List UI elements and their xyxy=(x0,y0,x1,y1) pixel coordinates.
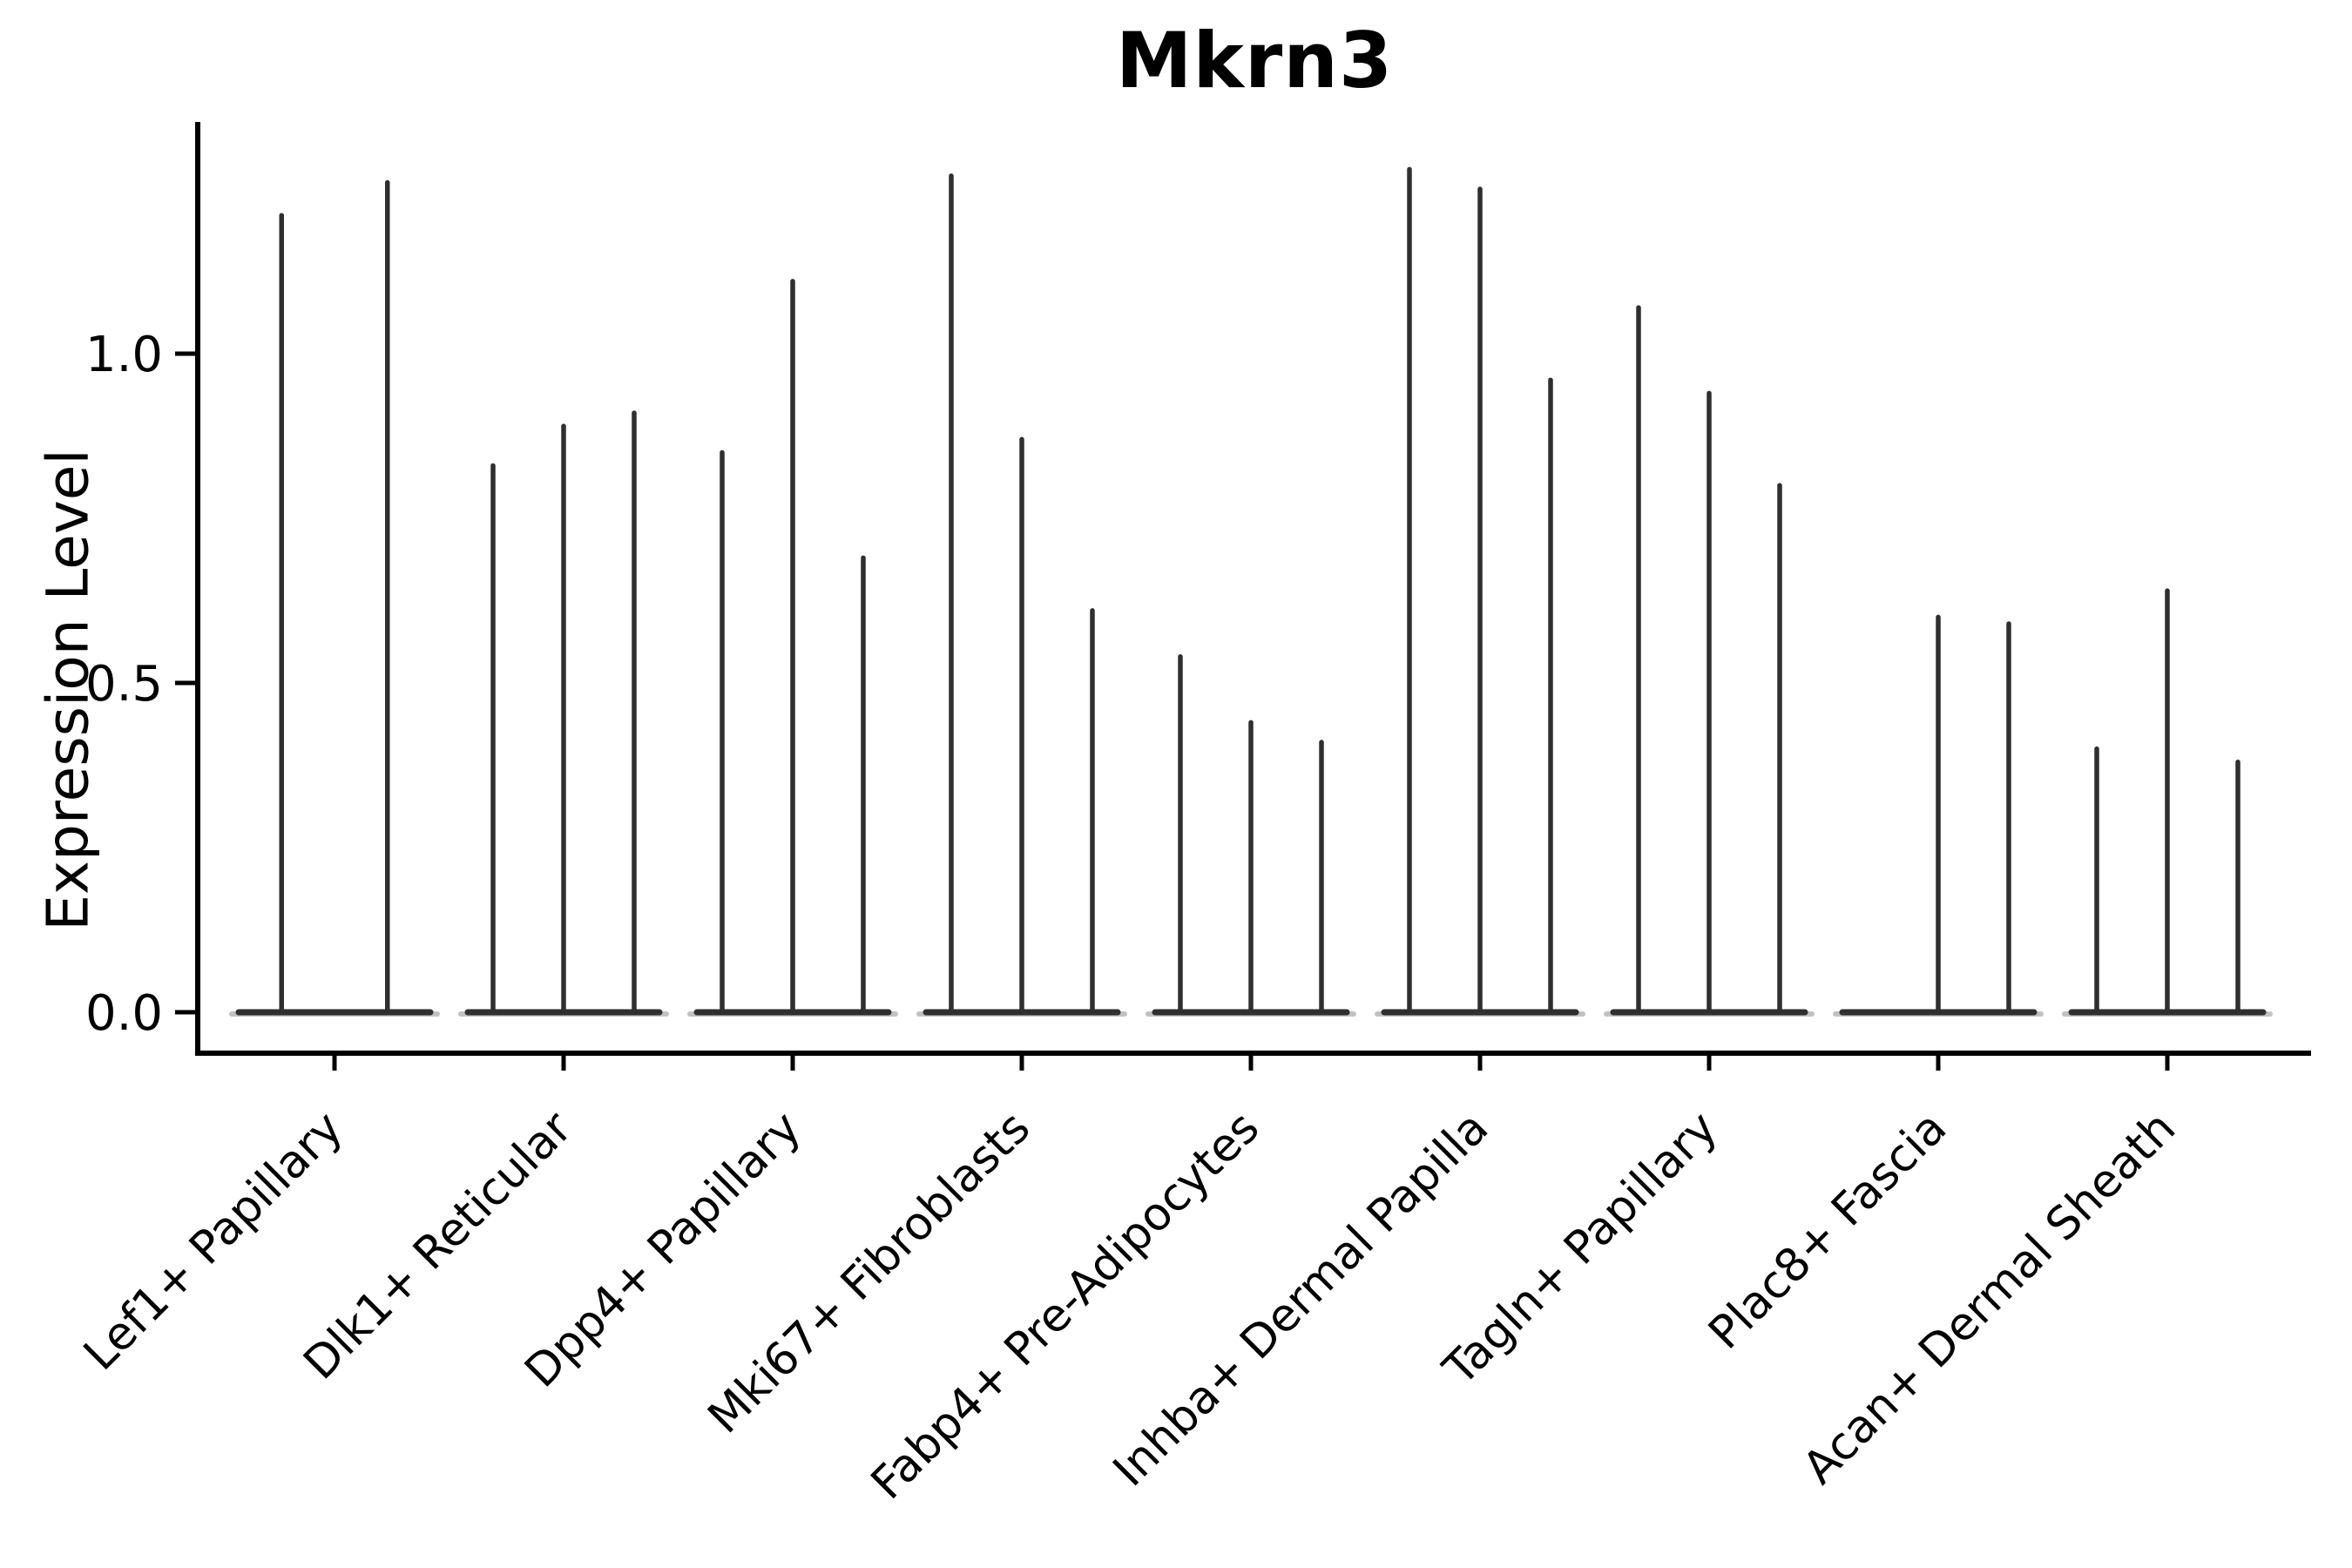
y-tick-label: 0.0 xyxy=(85,985,163,1042)
x-tick-label: Acan+ Dermal Sheath xyxy=(1794,1102,2186,1495)
y-tick-label: 0.5 xyxy=(85,656,163,713)
x-tick-label: Fabp4+ Pre-Adipocytes xyxy=(862,1102,1269,1510)
chart-title: Mkrn3 xyxy=(1115,16,1394,105)
y-tick-label: 1.0 xyxy=(85,327,163,383)
x-tick-label: Plac8+ Fascia xyxy=(1699,1102,1957,1360)
x-tick-label: Inhba+ Dermal Papilla xyxy=(1104,1102,1498,1497)
